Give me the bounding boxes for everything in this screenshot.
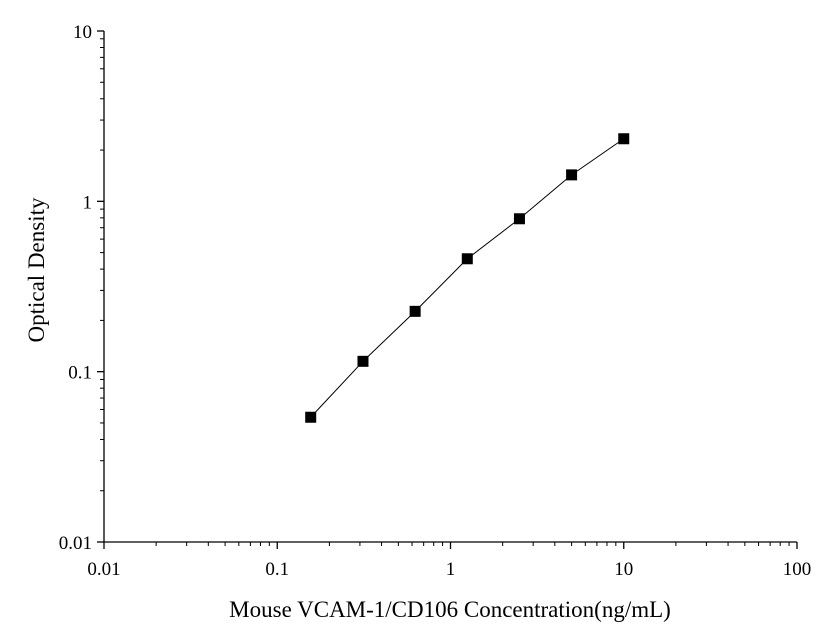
data-point-marker	[409, 305, 421, 317]
y-tick-label: 10	[73, 22, 92, 43]
data-point-marker	[461, 253, 473, 265]
series	[305, 133, 630, 423]
series-line	[310, 138, 625, 418]
data-point-marker	[618, 133, 630, 145]
x-tick-label: 1	[446, 559, 456, 580]
axes	[103, 31, 797, 543]
x-tick-label: 0.01	[87, 559, 120, 580]
y-tick-label: 0.1	[68, 363, 92, 384]
data-point-marker	[566, 169, 578, 181]
x-tick-label: 100	[783, 559, 812, 580]
data-point-marker	[305, 411, 317, 423]
x-tick-label: 10	[614, 559, 633, 580]
ticks: 0.01 0.1 1 10 100 0.01 0.1 1 10	[59, 22, 812, 580]
x-tick-label: 0.1	[265, 559, 289, 580]
data-point-marker	[513, 213, 525, 225]
y-tick-label: 1	[83, 192, 93, 213]
y-axis-title: Optical Density	[24, 197, 49, 342]
x-axis-title: Mouse VCAM-1/CD106 Concentration(ng/mL)	[229, 597, 671, 622]
data-point-marker	[357, 355, 369, 367]
y-tick-label: 0.01	[59, 533, 92, 554]
